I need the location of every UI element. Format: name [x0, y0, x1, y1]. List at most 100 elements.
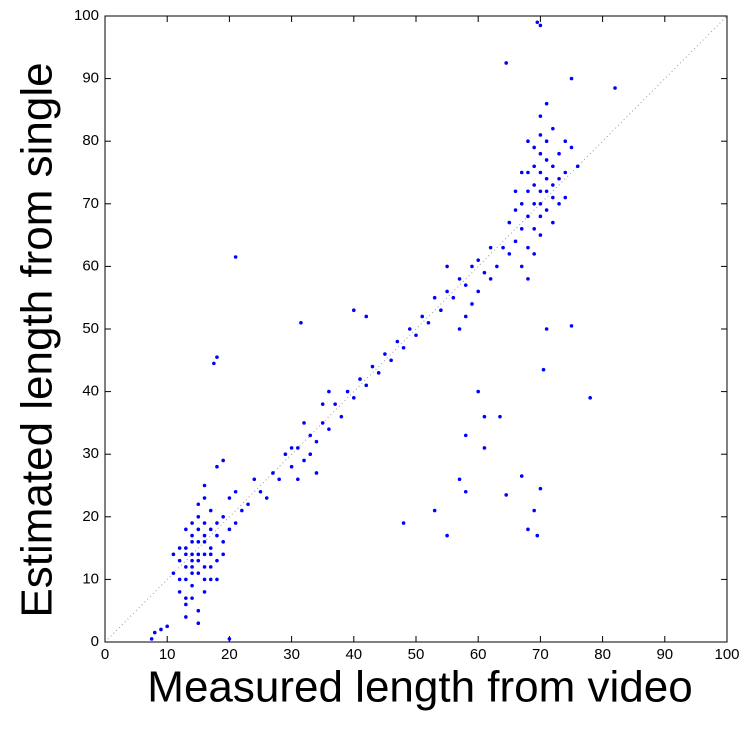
y-tick-label: 0: [91, 633, 99, 650]
point: [233, 489, 238, 494]
point: [327, 389, 331, 394]
point: [196, 515, 201, 519]
point: [563, 170, 568, 175]
point: [526, 189, 530, 194]
y-axis-label: Estimated length from single: [13, 62, 62, 617]
point: [208, 552, 213, 557]
point: [532, 145, 536, 150]
point: [569, 324, 574, 328]
point: [327, 427, 331, 431]
point: [535, 20, 540, 25]
point: [227, 527, 232, 532]
point: [184, 602, 188, 607]
point: [271, 471, 275, 475]
point: [463, 283, 468, 287]
point: [383, 352, 387, 356]
point: [513, 239, 518, 244]
point: [544, 158, 549, 162]
point: [364, 314, 369, 319]
point: [401, 345, 406, 350]
point: [457, 477, 462, 482]
point: [202, 483, 207, 488]
point: [426, 320, 431, 325]
point: [296, 477, 300, 482]
point: [202, 496, 207, 500]
point: [215, 521, 219, 525]
point: [563, 195, 568, 200]
point: [227, 637, 232, 641]
point: [196, 558, 201, 563]
point: [221, 458, 225, 463]
point: [320, 421, 325, 425]
point: [451, 295, 456, 300]
point: [215, 558, 219, 563]
point: [202, 565, 207, 569]
point: [202, 552, 207, 557]
point: [296, 446, 300, 450]
point: [165, 624, 169, 629]
point: [538, 214, 543, 219]
y-tick-label: 100: [74, 7, 99, 24]
point: [526, 214, 530, 219]
point: [538, 202, 543, 206]
point: [246, 502, 250, 507]
point: [196, 552, 201, 557]
point: [538, 486, 543, 491]
point: [190, 565, 194, 569]
x-tick-label: 90: [656, 646, 673, 663]
point: [364, 383, 369, 388]
point: [482, 446, 487, 450]
point: [190, 552, 194, 557]
y-tick-label: 30: [82, 445, 99, 462]
point: [538, 170, 543, 175]
point: [376, 371, 381, 375]
point: [184, 596, 188, 600]
point: [314, 439, 319, 444]
point: [190, 521, 194, 525]
point: [184, 527, 188, 532]
point: [495, 264, 499, 269]
point: [501, 245, 505, 250]
point: [544, 189, 549, 194]
point: [221, 540, 225, 544]
y-tick-label: 20: [82, 508, 99, 525]
point: [395, 339, 400, 344]
x-tick-label: 10: [159, 646, 176, 663]
point: [208, 565, 213, 569]
point: [551, 183, 555, 187]
point: [544, 327, 549, 331]
x-tick-label: 60: [470, 646, 487, 663]
point: [212, 361, 216, 366]
point: [470, 302, 474, 306]
point: [513, 189, 518, 194]
point: [352, 308, 356, 313]
point: [445, 533, 449, 538]
point: [190, 583, 194, 588]
point: [519, 474, 524, 478]
point: [551, 164, 555, 169]
point: [532, 183, 536, 187]
point: [504, 61, 508, 65]
point: [358, 377, 362, 381]
point: [538, 151, 543, 156]
point: [569, 76, 574, 81]
point: [233, 521, 238, 525]
point: [190, 540, 194, 544]
point: [457, 277, 462, 281]
point: [264, 496, 269, 500]
point: [345, 389, 350, 394]
point: [439, 308, 443, 313]
point: [221, 515, 225, 519]
point: [184, 615, 188, 619]
point: [532, 202, 536, 206]
point: [308, 433, 313, 438]
y-tick-label: 50: [82, 320, 99, 337]
point: [575, 164, 580, 169]
point: [551, 220, 555, 225]
y-tick-label: 70: [82, 195, 99, 212]
point: [184, 577, 188, 582]
point: [370, 364, 375, 369]
point: [463, 489, 468, 494]
x-tick-label: 70: [532, 646, 549, 663]
point: [498, 414, 502, 419]
